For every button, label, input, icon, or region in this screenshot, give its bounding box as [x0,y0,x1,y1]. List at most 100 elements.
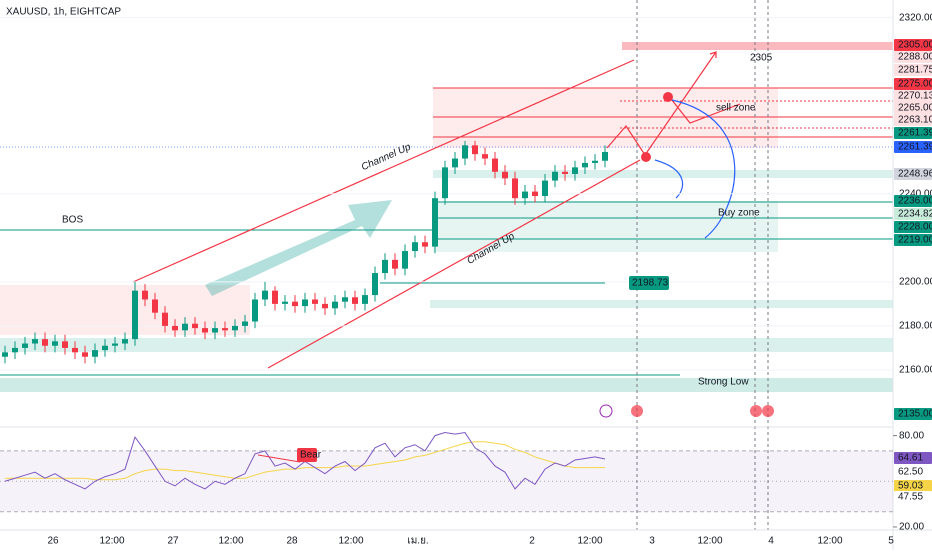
trend-arrow [205,200,392,296]
bear-line [257,454,301,463]
candle-body [582,162,588,168]
demand-band [430,300,893,308]
candle-body [12,347,18,353]
price-tag-bg [894,221,932,233]
candle-body [122,339,128,344]
curve-arrow [671,99,736,239]
demand-band [433,170,893,178]
price-tag-bg [894,39,932,51]
price-tag-bg [894,141,932,153]
price-tag-bg [894,64,932,76]
x-tick-label: 2 [529,536,535,547]
x-tick-label: 5 [888,536,894,547]
price-tag: 2261.39 [898,142,932,153]
candle-body [52,341,58,346]
price-tag: 2263.10 [898,115,932,126]
candle-body [352,297,358,304]
demand-band [0,378,893,392]
candle-body [432,198,438,247]
price-tag-bg [894,208,932,220]
channel-line [267,159,641,369]
candle-body [332,301,338,309]
price-tag: 2135.00 [898,409,932,420]
price-tag-bg [894,102,932,114]
candle-body [542,180,548,196]
candle-body [512,178,518,199]
candle-body [182,323,188,331]
price-tag-bg [894,168,932,180]
candle-body [282,301,288,304]
price-tag: 2281.75 [898,65,932,76]
price-tag-bg [894,195,932,207]
price-tag: 2234.82 [898,209,932,220]
price-tag: 2305.00 [898,40,932,51]
arrow-head [709,51,717,58]
price-tag: 2219.00 [898,235,932,246]
sell-zone [433,88,778,148]
rsi-tag: 62.50 [898,467,923,478]
x-tick-label: 12:00 [338,536,363,547]
candle-body [192,323,198,329]
event-icon [762,405,774,417]
event-icon [750,405,762,417]
y-tick-label: 2320.00 [899,12,932,23]
candle-body [522,191,528,199]
candle-body [422,242,428,247]
event-icon [599,404,613,418]
rsi-tag-bg [894,491,932,503]
candle-body [102,345,108,351]
demand-band [0,338,893,352]
y-tick-label: 2180.00 [899,321,932,332]
candle-body [292,301,298,307]
candle-body [2,352,8,357]
candle-body [342,297,348,302]
price-tag: 2261.39 [898,128,932,139]
candle-body [442,167,448,199]
candle-body [552,171,558,181]
candle-body [532,191,538,196]
rsi-tick-label: 80.00 [899,430,924,441]
price-tag-bg [894,408,932,420]
candle-body [482,154,488,159]
candle-body [362,295,368,304]
candle-body [602,151,608,161]
candle-body [272,290,278,304]
candle-body [172,325,178,331]
price-tag-bg [894,78,932,90]
candle-body [472,145,478,155]
annotation: sell zone [716,103,756,114]
candle-body [392,259,398,269]
x-tick-label: 28 [286,536,298,547]
rsi-tag-bg [894,452,932,464]
price-tag: 2270.13 [898,91,932,102]
candle-body [502,171,508,179]
candle-body [202,328,208,333]
path-arrow [606,51,717,157]
candle-body [132,290,138,340]
price-tag: 2265.00 [898,103,932,114]
candle-body [92,350,98,357]
price-tag: 2248.96 [898,169,932,180]
candle-body [62,341,68,348]
candle-body [372,273,378,296]
candle-body [42,339,48,346]
annotation: 2305 [750,53,773,64]
event-icon [631,405,643,417]
candle-body [222,328,228,331]
price-tag: 2288.00 [898,52,932,63]
price-tag-bg [894,234,932,246]
candle-body [402,251,408,269]
candle-body [252,299,258,322]
price-tag: 2275.00 [898,79,932,90]
candle-body [452,158,458,168]
burst-icon [663,92,673,102]
candle-body [492,158,498,172]
x-tick-label: 12:00 [99,536,124,547]
red-zone [622,42,893,50]
y-tick-label: 2160.00 [899,365,932,376]
price-tag-bg [894,51,932,63]
rsi-ma-line [5,441,606,481]
candle-body [162,312,168,326]
x-tick-label: เม.ย. [407,536,428,547]
